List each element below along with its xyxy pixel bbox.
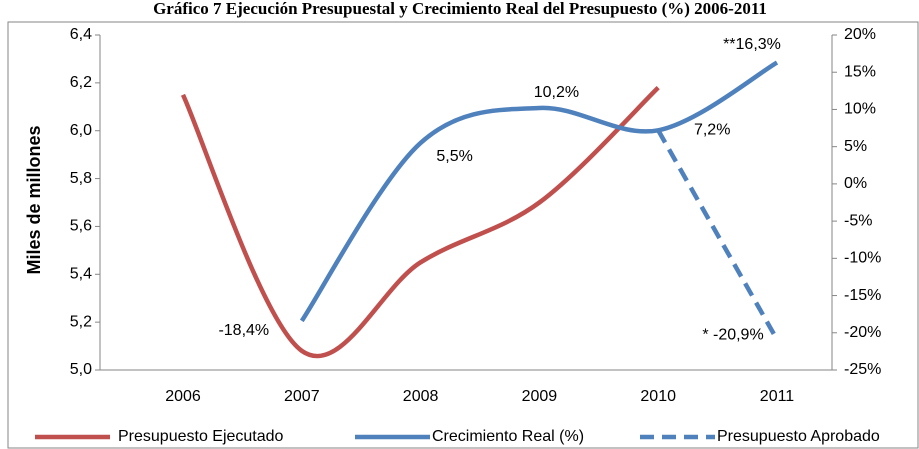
y-tick-label: 6,0 [70, 122, 92, 139]
chart-border [7, 21, 919, 449]
data-label: -18,4% [218, 322, 269, 339]
y-tick-label: 6,4 [70, 26, 92, 43]
y2-tick-label: 20% [844, 26, 876, 43]
data-label: * -20,9% [702, 327, 763, 344]
y-tick-label: 6,2 [70, 74, 92, 91]
y2-tick-label: -15% [844, 287, 881, 304]
legend-label: Presupuesto Ejecutado [118, 428, 284, 445]
x-tick-label: 2010 [640, 388, 676, 405]
data-label: 7,2% [694, 122, 730, 139]
y-tick-label: 5,6 [70, 218, 92, 235]
y2-tick-label: 0% [844, 175, 867, 192]
y2-tick-label: 5% [844, 138, 867, 155]
x-tick-label: 2008 [403, 388, 439, 405]
series-line [299, 60, 779, 323]
y2-tick-label: 15% [844, 63, 876, 80]
series-line [656, 129, 779, 341]
y2-tick-label: -20% [844, 324, 881, 341]
y-tick-label: 5,4 [70, 266, 92, 283]
x-tick-label: 2011 [760, 388, 795, 405]
x-tick-label: 2006 [165, 388, 201, 405]
y-axis-title: Miles de millones [24, 125, 44, 274]
legend-label: Presupuesto Aprobado [717, 428, 880, 445]
data-label: 5,5% [436, 148, 472, 165]
y2-tick-label: 10% [844, 101, 876, 118]
data-label: 10,2% [534, 84, 579, 101]
y-tick-label: 5,2 [70, 313, 92, 330]
y2-tick-label: -5% [844, 212, 872, 229]
y-tick-label: 5,8 [70, 170, 92, 187]
y2-tick-label: -25% [844, 361, 881, 378]
y-tick-label: 5,0 [70, 361, 92, 378]
x-tick-label: 2009 [522, 388, 558, 405]
series-line [180, 86, 660, 359]
y2-tick-label: -10% [844, 250, 881, 267]
legend-label: Crecimiento Real (%) [432, 428, 584, 445]
chart-title: Gráfico 7 Ejecución Presupuestal y Creci… [153, 0, 767, 18]
x-tick-label: 2007 [284, 388, 320, 405]
data-label: **16,3% [723, 36, 781, 53]
